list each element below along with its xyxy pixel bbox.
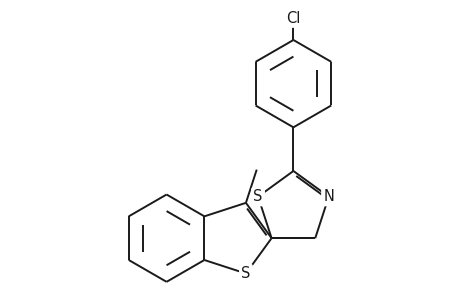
Text: N: N <box>323 189 333 204</box>
Text: S: S <box>253 189 262 204</box>
Text: Cl: Cl <box>285 11 300 26</box>
Text: S: S <box>241 266 250 281</box>
